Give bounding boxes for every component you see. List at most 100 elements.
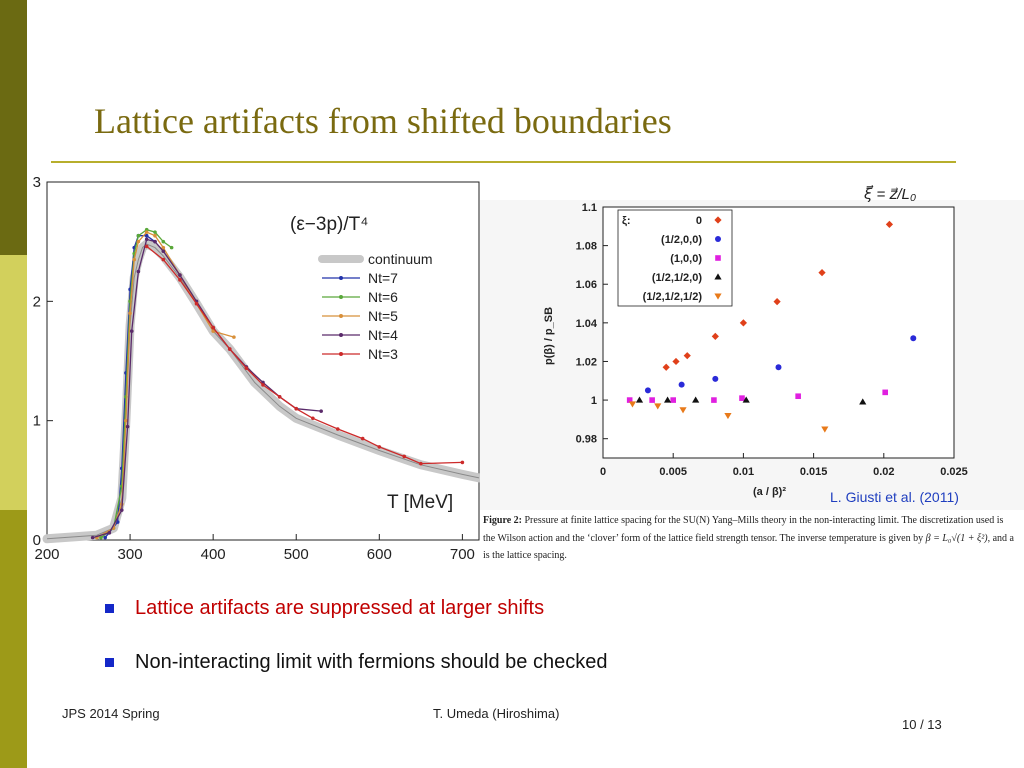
sidebar-block-bottom [0,510,27,768]
data-point [742,396,750,403]
data-point [712,375,719,382]
bullet-item: Lattice artifacts are suppressed at larg… [105,597,544,620]
legend-label: (1/2,1/2,0) [652,272,702,284]
data-point [178,273,182,277]
data-point [153,230,157,234]
caption-formula: β = L₀√(1 + ξ²) [925,532,988,544]
y-tick-label: 1.04 [576,318,598,330]
legend-label: (1/2,0,0) [661,234,702,246]
legend-marker [714,216,722,224]
data-point [692,396,700,403]
bullet-square-icon [105,604,114,613]
y-tick-label: 1.06 [576,279,597,291]
legend-marker [339,295,343,299]
sidebar-block-middle [0,255,27,510]
data-point [724,413,732,420]
data-point [882,389,889,396]
legend-marker [339,333,343,337]
data-point [125,424,130,429]
legend-label: (1/2,1/2,1/2) [643,291,703,303]
data-point [654,403,662,410]
footer-event: JPS 2014 Spring [62,706,160,721]
x-tick-label: 500 [284,546,309,563]
data-point [360,436,365,441]
legend-marker [339,314,343,318]
data-point [90,535,95,540]
legend-marker [714,273,722,280]
caption-text-1: Pressure at finite lattice spacing for t… [483,515,1004,544]
legend-label: Nt=4 [368,327,398,343]
data-point [107,531,112,535]
data-point [261,383,265,387]
chart-points-layer [626,220,917,433]
data-point [103,535,107,540]
data-point [136,233,141,238]
series-line [96,231,235,539]
data-point [663,396,672,403]
chart-series-layer [42,227,482,544]
data-point [277,395,282,399]
title-divider [51,161,956,163]
data-point [169,245,174,250]
chart-tick-labels: 0 0.005 0.01 0.015 0.02 0.025 0.98 1 1.02 1.04 1.0… [576,202,968,478]
chart-frame [46,181,480,541]
data-point [419,461,423,466]
data-point [161,245,166,250]
legend-marker [715,236,721,242]
legend-label: continuum [368,251,433,267]
trace-anomaly-chart: 200 300 400 500 600 700 0 1 2 3 continuum Nt=7 Nt=6… [33,174,482,563]
y-tick-label: 2 [33,293,41,310]
data-point [672,357,680,366]
y-tick-label: 0.98 [576,434,597,446]
data-point [132,257,137,262]
legend-label: Nt=6 [368,289,398,305]
pressure-ratio-chart: 0 0.005 0.01 0.015 0.02 0.025 0.98 1 1.02 1.04 1.0… [480,184,1024,510]
data-point [227,347,232,351]
chart-tick-labels: 200 300 400 500 600 700 0 1 2 3 [33,174,475,563]
x-tick-label: 300 [118,546,143,563]
x-tick-label: 0.015 [800,466,828,478]
footer-author: T. Umeda (Hiroshima) [433,706,560,721]
x-axis-label: (a / β)² [753,486,786,498]
data-point [99,535,103,540]
x-tick-label: 0.005 [659,466,687,478]
shift-formula: ξ⃗ = z⃗/L₀ [863,184,916,203]
y-tick-label: 0 [33,532,41,549]
data-point [402,454,407,459]
legend-marker [715,255,721,261]
data-point [153,239,157,244]
x-tick-label: 0 [600,466,606,478]
data-point [335,427,340,431]
y-tick-label: 1.08 [576,241,597,253]
data-point [136,269,141,274]
y-tick-label: 1.1 [582,202,597,214]
sidebar-block-top [0,0,27,255]
data-point [910,335,917,342]
data-point [649,397,655,403]
legend-label: (1,0,0) [670,253,702,265]
legend-title: ξ: [622,215,631,227]
caption-text-2: , and a is the lattice spacing. [483,532,1014,562]
data-point [644,387,651,394]
data-point [885,220,894,228]
data-point [311,416,315,421]
data-point [628,401,637,408]
bullet-text: Lattice artifacts are suppressed at larg… [135,597,545,619]
data-point [244,366,249,370]
data-point [144,244,149,249]
data-point [115,520,120,524]
x-tick-label: 0.025 [940,466,968,478]
legend-label: 0 [696,215,702,227]
data-point [128,311,132,316]
data-point [161,239,166,244]
bullet-square-icon [105,658,114,667]
legend-marker [339,352,343,356]
data-point [821,426,829,433]
x-axis-label: T [MeV] [387,492,453,513]
data-point [153,233,157,238]
legend-marker [714,293,722,300]
data-point [739,319,747,327]
caption-label: Figure 2: [483,515,522,526]
data-point [635,396,644,403]
data-point [144,233,149,238]
